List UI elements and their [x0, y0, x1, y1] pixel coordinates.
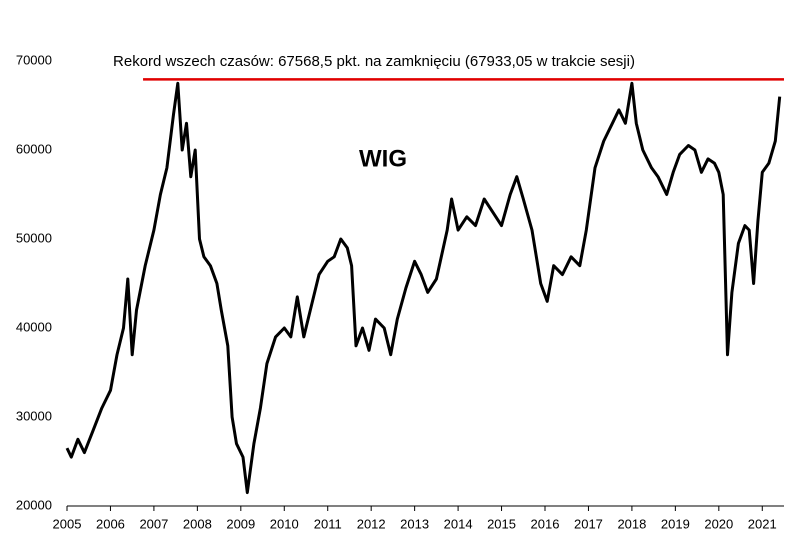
chart-title: WIG	[359, 145, 407, 172]
y-tick-label: 20000	[16, 497, 52, 512]
x-tick-label: 2006	[96, 516, 125, 531]
x-tick-label: 2014	[444, 516, 473, 531]
x-tick-label: 2016	[531, 516, 560, 531]
y-tick-label: 70000	[16, 52, 52, 67]
x-tick-label: 2019	[661, 516, 690, 531]
x-tick-label: 2020	[704, 516, 733, 531]
x-tick-label: 2007	[139, 516, 168, 531]
x-tick-label: 2010	[270, 516, 299, 531]
x-tick-label: 2011	[314, 516, 342, 531]
y-tick-label: 50000	[16, 230, 52, 245]
line-series	[65, 81, 782, 495]
x-tick-label: 2017	[574, 516, 603, 531]
y-tick-label: 40000	[16, 319, 52, 334]
annotation: Rekord wszech czasów: 67568,5 pkt. na za…	[113, 53, 635, 70]
x-tick-label: 2012	[357, 516, 386, 531]
y-tick-label: 60000	[16, 141, 52, 156]
y-tick-label: 30000	[16, 408, 52, 423]
x-tick-label: 2005	[53, 516, 82, 531]
x-tick-label: 2018	[617, 516, 646, 531]
x-tick-label: 2013	[400, 516, 429, 531]
x-tick-label: 2008	[183, 516, 212, 531]
x-tick-label: 2009	[226, 516, 255, 531]
x-tick-label: 2015	[487, 516, 516, 531]
x-tick-label: 2021	[748, 516, 777, 531]
